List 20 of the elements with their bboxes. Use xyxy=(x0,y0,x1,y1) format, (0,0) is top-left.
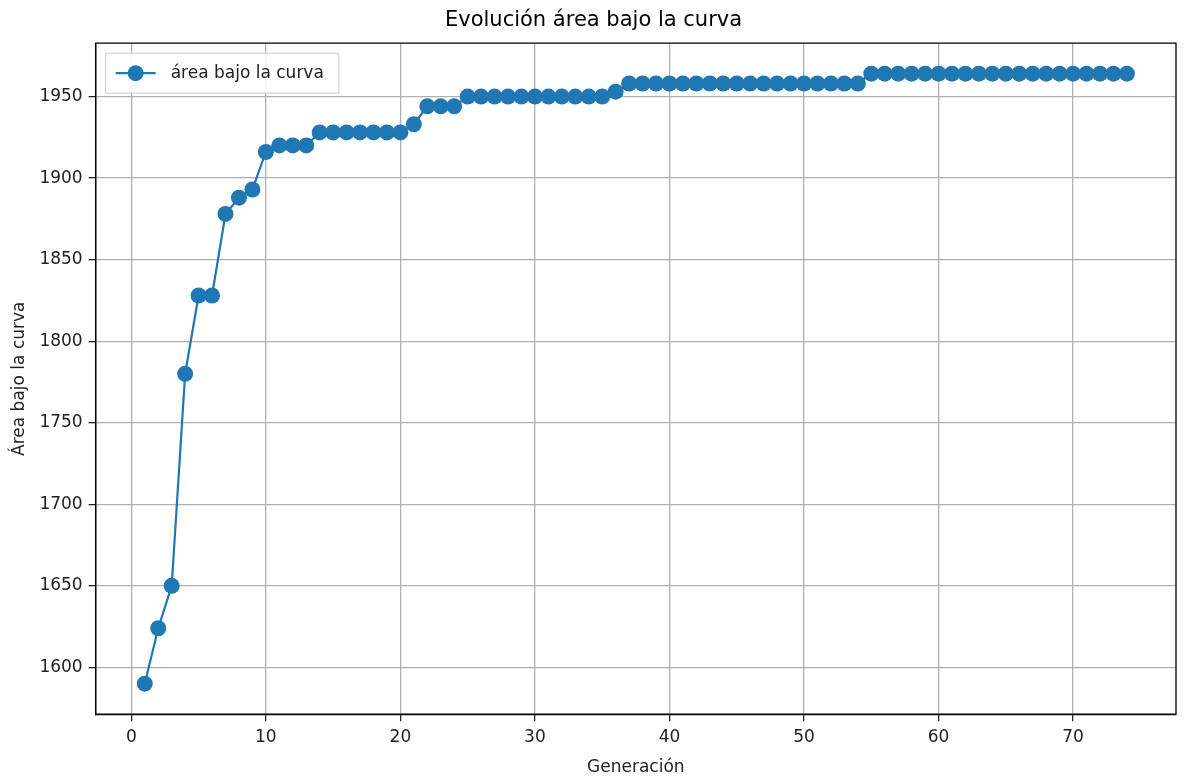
x-tick-label: 10 xyxy=(255,725,277,746)
y-axis-title: Área bajo la curva xyxy=(6,301,28,456)
y-tick-label: 1850 xyxy=(39,248,83,269)
y-tick-label: 1800 xyxy=(39,329,83,350)
x-tick-label: 70 xyxy=(1062,725,1084,746)
x-tick-label: 50 xyxy=(793,725,815,746)
y-tick-label: 1700 xyxy=(39,492,83,513)
y-tick-label: 1950 xyxy=(39,84,83,105)
x-tick-label: 0 xyxy=(125,725,137,746)
x-axis-title: Generación xyxy=(587,756,685,777)
x-tick-label: 40 xyxy=(658,725,681,746)
y-tick-label: 1650 xyxy=(39,574,83,595)
legend-label: área bajo la curva xyxy=(170,61,324,82)
y-tick-label: 1750 xyxy=(39,411,83,432)
x-tick-label: 30 xyxy=(524,725,546,746)
chart-title: Evolución área bajo la curva xyxy=(444,7,743,32)
y-tick-label: 1900 xyxy=(39,166,83,187)
y-tick-label: 1600 xyxy=(39,655,83,676)
x-tick-label: 20 xyxy=(389,725,412,746)
x-tick-label: 60 xyxy=(927,725,950,746)
